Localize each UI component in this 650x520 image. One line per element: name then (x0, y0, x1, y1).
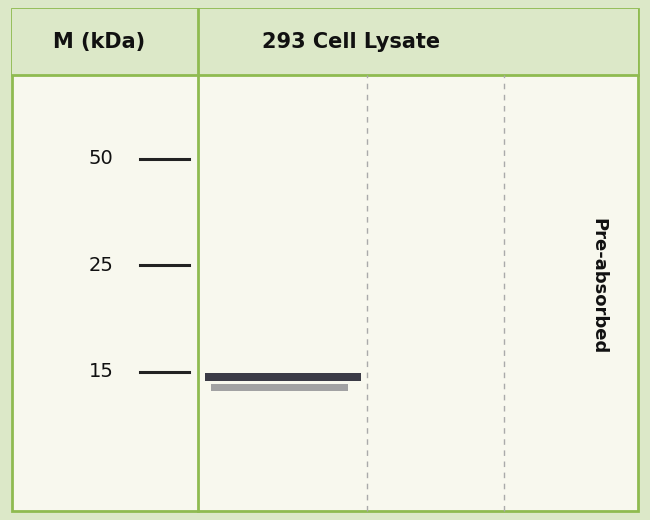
Text: 293 Cell Lysate: 293 Cell Lysate (262, 32, 440, 53)
Text: 50: 50 (89, 149, 114, 168)
Text: M (kDa): M (kDa) (53, 32, 145, 53)
Bar (12, 9, 638, 75)
Text: 15: 15 (89, 362, 114, 381)
Bar (205, 373, 361, 381)
Text: 25: 25 (89, 256, 114, 275)
Bar (211, 384, 348, 391)
Text: Pre-absorbed: Pre-absorbed (589, 218, 607, 354)
